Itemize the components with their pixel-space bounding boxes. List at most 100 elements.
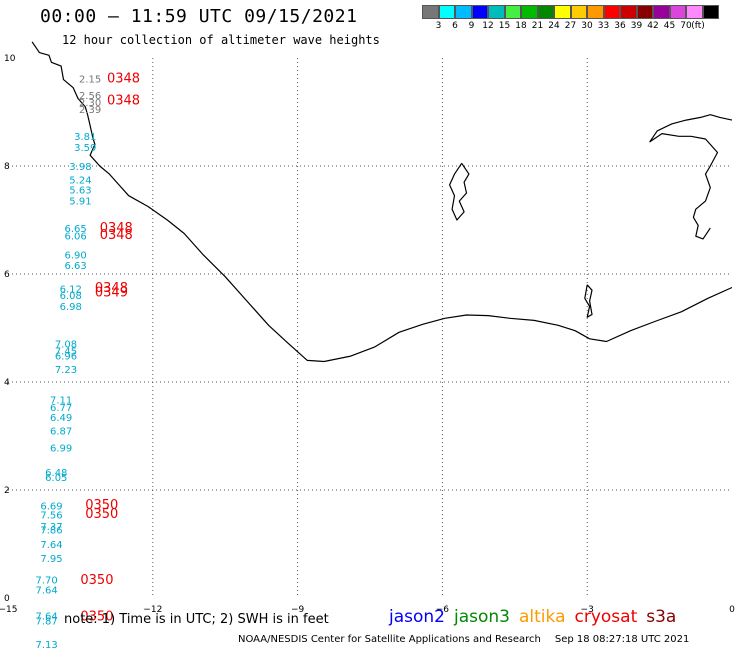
legend-swatch-16 xyxy=(686,5,703,19)
wave-height-label: 6.65 xyxy=(64,224,86,235)
eastern-coastline xyxy=(649,114,733,240)
wave-height-label: 2.15 xyxy=(79,74,101,85)
wave-height-label: 6.63 xyxy=(64,261,86,272)
wave-height-label: 7.86 xyxy=(40,526,62,537)
legend-swatch-11 xyxy=(603,5,620,19)
satellite-jason3: jason3 xyxy=(454,607,510,627)
satellite-s3a: s3a xyxy=(646,607,677,627)
y-tick-label: 4 xyxy=(4,378,10,388)
y-tick-label: 8 xyxy=(4,162,10,172)
inland-lake-outline-small xyxy=(584,284,593,318)
time-label: 0350 xyxy=(80,573,113,588)
legend-label: 12 xyxy=(482,21,494,31)
wave-height-label: 7.56 xyxy=(40,511,62,522)
y-tick-label: 0 xyxy=(4,594,10,604)
legend-label: 18 xyxy=(515,21,527,31)
time-label: 0349 xyxy=(95,286,128,301)
legend-swatch-15 xyxy=(669,5,686,19)
legend-swatch-0 xyxy=(422,5,439,19)
wave-height-label: 7.87 xyxy=(36,616,58,627)
page-subtitle: 12 hour collection of altimeter wave hei… xyxy=(62,33,380,47)
wave-height-label: 6.05 xyxy=(45,473,67,484)
legend-label: 3 xyxy=(435,21,442,31)
coastline-layer xyxy=(31,41,733,363)
y-tick-label: 2 xyxy=(4,486,10,496)
wave-height-label: 7.11 xyxy=(50,396,72,407)
x-tick-label: −12 xyxy=(143,605,162,615)
wave-height-label: 6.08 xyxy=(60,291,82,302)
wave-height-label: 7.64 xyxy=(36,612,58,623)
legend-label: (ft) xyxy=(691,21,705,31)
wave-height-label: 7.45 xyxy=(55,346,77,357)
legend-swatch-2 xyxy=(455,5,472,19)
legend-label: 24 xyxy=(548,21,560,31)
footer-timestamp: Sep 18 08:27:18 UTC 2021 xyxy=(554,634,690,645)
legend-label: 21 xyxy=(531,21,544,31)
wave-height-label: 6.99 xyxy=(50,444,72,455)
legend-label: 15 xyxy=(498,21,511,31)
x-tick-label: −15 xyxy=(0,605,18,615)
legend-label: 6 xyxy=(452,21,458,31)
legend-swatch-5 xyxy=(504,5,521,19)
legend-label: 9 xyxy=(468,21,475,31)
color-legend-labels: 3 6 9 12 15 18 21 24 27 30 33 36 39 42 45 70 (ft) xyxy=(422,21,740,33)
wave-height-label: 6.48 xyxy=(45,468,67,479)
wave-height-label: 3.59 xyxy=(74,143,96,154)
wave-height-label: 7.23 xyxy=(55,365,77,376)
wave-height-label: 6.06 xyxy=(64,231,86,242)
time-label: 0348 xyxy=(100,221,133,236)
wave-height-label: 7.13 xyxy=(36,640,58,650)
wave-height-label: 7.70 xyxy=(36,575,58,586)
legend-swatch-17 xyxy=(702,5,719,19)
west-africa-coastline xyxy=(31,41,733,363)
legend-swatch-12 xyxy=(620,5,637,19)
units-note: note: 1) Time is in UTC; 2) SWH is in fe… xyxy=(64,612,329,627)
legend-swatch-13 xyxy=(636,5,653,19)
color-legend xyxy=(422,5,719,19)
wave-height-label: 7.64 xyxy=(40,540,62,551)
wave-height-label: 6.49 xyxy=(50,413,72,424)
x-tick-label: −9 xyxy=(291,605,305,615)
legend-swatch-9 xyxy=(570,5,587,19)
footer: NOAA/NESDIS Center for Satellite Applica… xyxy=(238,634,689,645)
satellite-jason2: jason2 xyxy=(389,607,445,627)
time-label: 0348 xyxy=(107,71,140,86)
wave-height-label: 3.98 xyxy=(69,162,91,173)
wave-height-label: 7.37 xyxy=(40,522,62,533)
legend-swatch-1 xyxy=(438,5,455,19)
legend-swatch-3 xyxy=(471,5,488,19)
wave-height-label: 5.24 xyxy=(69,175,91,186)
legend-swatch-6 xyxy=(521,5,538,19)
wave-height-label: 6.77 xyxy=(50,403,72,414)
time-label: 0348 xyxy=(95,281,128,296)
x-tick-label: −3 xyxy=(581,605,594,615)
satellite-cryosat: cryosat xyxy=(574,607,638,627)
legend-label: 27 xyxy=(564,21,577,31)
legend-label: 45 xyxy=(663,21,676,31)
time-label: 0350 xyxy=(85,507,118,522)
wave-height-label: 6.87 xyxy=(50,426,72,437)
wave-height-label: 2.56 xyxy=(79,91,101,102)
y-tick-label: 6 xyxy=(4,270,10,280)
time-label: 0348 xyxy=(100,228,133,243)
map-grid xyxy=(8,58,732,598)
inland-lake-outline xyxy=(449,162,470,221)
satellite-legend: jason2 jason3 altika cryosat s3a xyxy=(389,607,685,627)
wave-height-label: 5.63 xyxy=(69,186,91,197)
y-tick-label: 10 xyxy=(4,54,16,64)
time-label: 0350 xyxy=(80,610,113,625)
legend-label: 36 xyxy=(614,21,626,31)
wave-height-label: 7.95 xyxy=(40,554,62,565)
wave-height-label: 2.30 xyxy=(79,98,101,109)
wave-height-label: 6.96 xyxy=(55,351,77,362)
wave-height-label: 7.08 xyxy=(55,339,77,350)
wave-height-label: 6.90 xyxy=(64,250,86,261)
legend-label: 39 xyxy=(630,21,643,31)
wave-height-label: 7.64 xyxy=(36,586,58,597)
satellite-altika: altika xyxy=(519,607,566,627)
wave-height-label: 3.81 xyxy=(74,132,96,143)
time-label: 0350 xyxy=(85,498,118,513)
wave-height-label: 6.69 xyxy=(40,501,62,512)
page-title: 00:00 – 11:59 UTC 09/15/2021 xyxy=(40,6,358,27)
